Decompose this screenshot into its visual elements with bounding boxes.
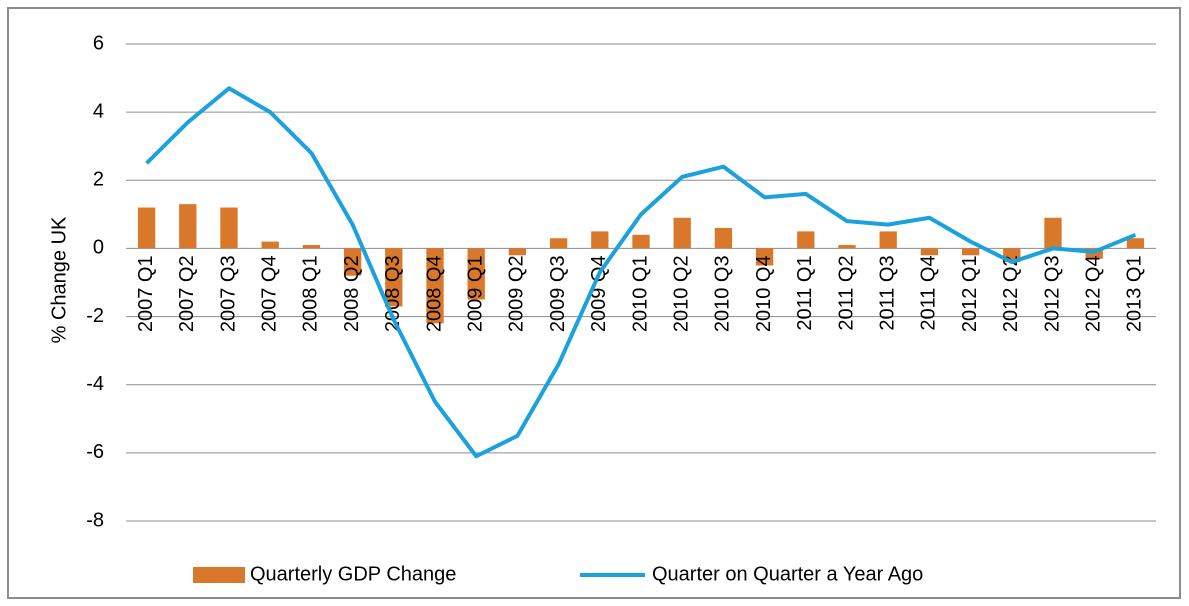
y-tick-label: 0 <box>93 237 104 259</box>
y-tick-label: -2 <box>86 305 104 327</box>
x-tick-label: 2011 Q4 <box>918 255 940 330</box>
bar <box>426 248 444 324</box>
bar <box>838 245 856 249</box>
x-tick-label: 2008 Q1 <box>300 255 322 332</box>
bar <box>137 207 156 249</box>
bar <box>591 231 609 249</box>
y-tick-label: -6 <box>86 441 104 463</box>
x-tick-label: 2012 Q4 <box>1082 255 1104 332</box>
legend-swatch <box>193 567 245 583</box>
x-tick-label: 2008 Q4 <box>423 255 445 332</box>
x-tick-label: 2007 Q4 <box>258 255 280 332</box>
bar <box>385 248 403 307</box>
x-tick-label: 2010 Q2 <box>670 255 692 332</box>
bar <box>1044 217 1062 249</box>
bar <box>1126 238 1145 249</box>
x-tick-label: 2009 Q3 <box>547 255 569 332</box>
x-tick-label: 2011 Q2 <box>835 255 857 330</box>
bar <box>714 227 733 249</box>
x-tick-label: 2012 Q1 <box>959 255 981 332</box>
y-tick-label: 4 <box>93 100 104 122</box>
x-tick-label: 2008 Q2 <box>341 255 363 332</box>
bar <box>179 204 197 249</box>
x-tick-label: 2008 Q3 <box>382 255 404 332</box>
y-tick-label: 6 <box>93 32 104 54</box>
x-tick-label: 2011 Q1 <box>794 255 816 330</box>
legend-label: Quarter on Quarter a Year Ago <box>652 563 923 585</box>
legend-label: Quarterly GDP Change <box>250 563 456 585</box>
x-tick-label: 2010 Q1 <box>629 255 651 332</box>
x-tick-label: 2013 Q1 <box>1124 255 1146 332</box>
bar <box>302 245 321 249</box>
y-tick-label: -8 <box>86 509 104 531</box>
bar <box>673 217 691 249</box>
bar <box>343 248 362 276</box>
x-tick-label: 2009 Q2 <box>506 255 528 332</box>
x-tick-label: 2007 Q2 <box>176 255 198 332</box>
bar <box>261 241 279 249</box>
x-tick-label: 2009 Q1 <box>464 255 486 332</box>
bar <box>961 248 980 256</box>
y-tick-label: -4 <box>86 373 104 395</box>
x-tick-label: 2007 Q3 <box>217 255 239 332</box>
bar <box>755 248 774 266</box>
x-tick-label: 2011 Q3 <box>876 255 898 330</box>
x-tick-label: 2010 Q4 <box>753 255 775 332</box>
bar <box>467 248 485 300</box>
bar <box>220 207 238 249</box>
bar <box>632 234 650 249</box>
bar <box>797 231 815 249</box>
y-axis-label: % Change UK <box>48 216 70 343</box>
x-tick-label: 2012 Q2 <box>1000 255 1022 332</box>
y-tick-label: 2 <box>93 169 104 191</box>
line <box>145 86 1137 459</box>
chart-border <box>7 7 1181 599</box>
bar <box>508 248 527 256</box>
bar <box>879 231 897 249</box>
x-tick-label: 2010 Q3 <box>712 255 734 332</box>
bar <box>549 238 568 249</box>
x-tick-label: 2007 Q1 <box>135 255 157 332</box>
x-tick-label: 2012 Q3 <box>1041 255 1063 332</box>
x-tick-label: 2009 Q4 <box>588 255 610 332</box>
bar <box>920 248 939 256</box>
